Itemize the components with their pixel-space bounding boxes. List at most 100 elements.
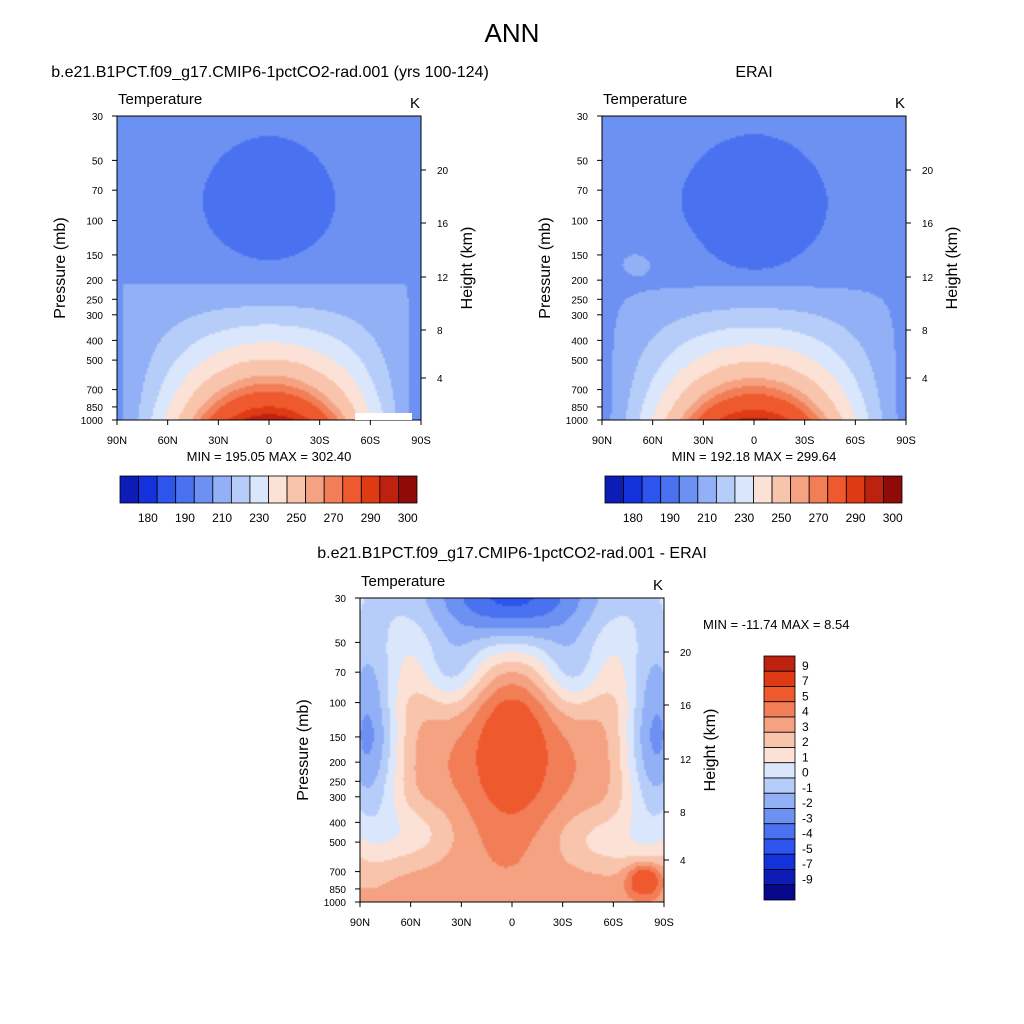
model-y-tick-label: 850 (86, 403, 103, 414)
diff-colorbar-label: 5 (802, 689, 809, 703)
diff-colorbar-box (763, 869, 796, 886)
obs-y2label: Height (km) (944, 227, 961, 310)
model-colorbar-box (360, 475, 381, 504)
obs-x-tick-label: 30S (795, 435, 815, 447)
diff-y-tick-label: 50 (335, 638, 347, 649)
model-y-tick-label: 500 (86, 356, 103, 367)
diff-colorbar-label: -3 (802, 811, 813, 825)
diff-y2-tick-label: 12 (680, 755, 692, 766)
model-colorbar-box (230, 475, 251, 504)
obs-axes: 90N 60N 30N 0 30S 60S 90S 30 50 70 100 150 200 250 300… (537, 64, 961, 447)
obs-temperature-field (602, 116, 906, 420)
obs-colorbar-box (845, 475, 866, 504)
model-y-tick-label: 30 (92, 112, 104, 123)
diff-y2label: Height (km) (702, 709, 719, 792)
model-colorbar-box (379, 475, 399, 504)
obs-colorbar-label: 250 (771, 511, 791, 525)
obs-y-tick-label: 50 (577, 156, 589, 167)
model-colorbar-box (268, 475, 288, 504)
obs-colorbar-label: 210 (697, 511, 717, 525)
obs-colorbar-box (753, 475, 773, 504)
model-y2-tick-label: 4 (437, 374, 443, 385)
diff-title: b.e21.B1PCT.f09_g17.CMIP6-1pctCO2-rad.00… (317, 545, 707, 562)
diff-y2-tick-label: 20 (680, 648, 692, 659)
model-colorbar-box (249, 475, 269, 504)
model-colorbar-box (156, 475, 177, 504)
diff-colorbar-box (763, 808, 796, 825)
model-colorbar-box (119, 475, 139, 504)
model-colorbar-label: 230 (249, 511, 269, 525)
model-y-tick-label: 100 (86, 217, 103, 228)
diff-y-tick-label: 700 (329, 868, 346, 879)
obs-colorbar-box (641, 475, 662, 504)
obs-y2-tick-label: 12 (922, 273, 934, 284)
model-colorbar-label: 300 (398, 511, 418, 525)
model-y-tick-label: 1000 (81, 416, 104, 427)
model-colorbar-label: 190 (175, 511, 195, 525)
obs-y-tick-label: 150 (571, 251, 588, 262)
model-colorbar-box (138, 475, 158, 504)
diff-colorbar-box (763, 762, 796, 779)
diff-colorbar-label: -7 (802, 857, 813, 871)
diff-colorbar-box (763, 853, 796, 870)
obs-left-label: Temperature (603, 91, 687, 108)
diff-colorbar-label: 2 (802, 735, 809, 749)
model-axes: 90N 60N 30N 0 30S 60S 90S 30 50 70 100 150 200 250 300… (51, 64, 489, 447)
obs-x-tick-label: 0 (751, 435, 757, 447)
diff-axes: 90N 60N 30N 0 30S 60S 90S 30 50 70 100 150 200 250 300… (295, 545, 719, 929)
model-colorbar-box (398, 475, 418, 504)
model-x-tick-label: 60S (361, 435, 381, 447)
model-y2label: Height (km) (459, 227, 476, 310)
model-colorbar-box (342, 475, 362, 504)
diff-colorbar-box (763, 747, 796, 764)
diff-colorbar-box (763, 777, 796, 794)
model-title: b.e21.B1PCT.f09_g17.CMIP6-1pctCO2-rad.00… (51, 64, 489, 81)
diff-colorbar-label: 3 (802, 720, 809, 734)
obs-colorbar-box (883, 475, 903, 504)
model-missing-data-patch (355, 413, 412, 420)
obs-x-tick-label: 90N (592, 435, 612, 447)
diff-x-tick-label: 60S (604, 917, 624, 929)
diff-colorbar-label: 7 (802, 674, 809, 688)
obs-colorbar-label: 180 (623, 511, 643, 525)
diff-y-tick-label: 300 (329, 793, 346, 804)
diff-colorbar-label: -9 (802, 872, 813, 886)
model-colorbar-label: 250 (286, 511, 306, 525)
obs-y2-tick-label: 16 (922, 219, 934, 230)
model-y-tick-label: 50 (92, 156, 104, 167)
diff-colorbar-box (763, 792, 796, 809)
diff-x-tick-label: 90S (654, 917, 674, 929)
model-colorbar: 180 190 210 230 250 270 290 300 MIN = 195.05 MAX… (119, 449, 418, 525)
model-x-tick-label: 60N (158, 435, 178, 447)
obs-min-max: MIN = 192.18 MAX = 299.64 (672, 449, 837, 464)
model-colorbar-box (305, 475, 325, 504)
diff-colorbar-box (763, 884, 796, 901)
obs-title: ERAI (735, 64, 772, 81)
diff-colorbar-label: 4 (802, 705, 809, 719)
obs-colorbar-label: 230 (734, 511, 754, 525)
model-x-tick-label: 30S (310, 435, 330, 447)
diff-ylabel: Pressure (mb) (295, 699, 312, 800)
diff-colorbar-box (763, 655, 796, 672)
obs-colorbar-box (660, 475, 680, 504)
diff-x-tick-label: 30N (451, 917, 471, 929)
obs-colorbar-box (678, 475, 699, 504)
model-y-tick-label: 200 (86, 276, 103, 287)
diff-temperature-field (360, 598, 664, 902)
obs-y-tick-label: 200 (571, 276, 588, 287)
obs-y2-tick-label: 20 (922, 166, 934, 177)
obs-colorbar-label: 270 (808, 511, 828, 525)
diff-colorbar-label: -2 (802, 796, 813, 810)
obs-y-tick-label: 400 (571, 336, 588, 347)
diff-y-tick-label: 400 (329, 818, 346, 829)
diff-colorbar-label: 0 (802, 766, 809, 780)
obs-x-tick-label: 60N (643, 435, 663, 447)
diff-colorbar-box (763, 823, 796, 840)
obs-y-tick-label: 300 (571, 311, 588, 322)
obs-y2-tick-label: 4 (922, 374, 928, 385)
obs-y-tick-label: 850 (571, 403, 588, 414)
diff-x-tick-label: 30S (553, 917, 573, 929)
model-y2-tick-label: 16 (437, 219, 449, 230)
diff-y-tick-label: 1000 (324, 898, 347, 909)
